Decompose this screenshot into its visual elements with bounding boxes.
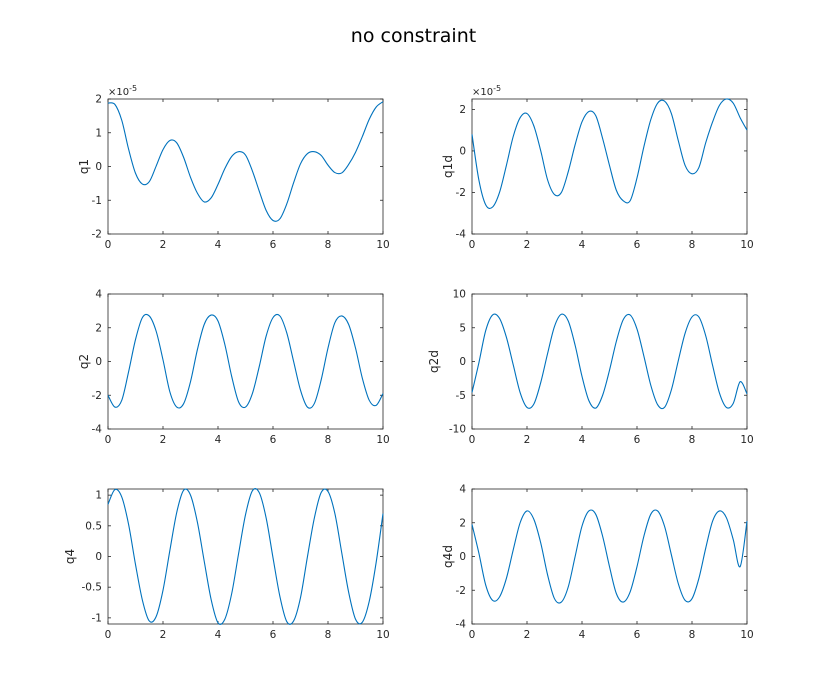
subplot-q4-xtick-label: 4 — [215, 629, 222, 641]
subplot-q1d-ylabel: q1d — [441, 155, 455, 178]
subplot-q2: 0 2 4 6 8 10 -4 -2 0 2 4 q2 — [77, 289, 390, 447]
subplot-q4d-series-line — [471, 509, 748, 604]
subplot-q4-ylabel: q4 — [63, 549, 77, 564]
subplot-q4d-ytick-label: -2 — [456, 585, 466, 597]
subplot-q1-xtick-label: 10 — [376, 239, 389, 251]
subplot-q2d: 0 2 4 6 8 10 -10 -5 0 5 10 q2d — [427, 289, 754, 447]
subplot-q4-ytick-label: -1 — [92, 612, 102, 624]
subplot-q1-ytick-label: 2 — [95, 94, 102, 106]
subplot-q4d-ytick-label: 0 — [459, 551, 466, 563]
subplot-q4-ytick-label: 0.5 — [85, 520, 102, 532]
figure-title: no constraint — [351, 25, 476, 47]
subplot-q2d-ytick-label: 0 — [459, 356, 466, 368]
subplot-q2d-axes-box — [471, 293, 748, 430]
subplot-q2-xtick-label: 4 — [215, 434, 222, 446]
subplot-q1d-ytick-label: -2 — [456, 187, 466, 199]
subplot-q4d-xtick-label: 4 — [579, 629, 586, 641]
subplot-q1d-ytick-label: 2 — [459, 104, 466, 116]
subplot-q2d-ytick-label: 10 — [453, 289, 466, 301]
subplot-q4d-xtick-label: 2 — [524, 629, 531, 641]
subplot-q1d-xtick-label: 4 — [579, 239, 586, 251]
subplot-q2d-ytick-label: 5 — [459, 322, 466, 334]
subplot-q1-ytick-label: 1 — [95, 127, 102, 139]
subplot-q1-axes-box — [107, 98, 384, 235]
subplot-q4-ytick-label: 1 — [95, 490, 102, 502]
subplot-q2d-xtick-label: 0 — [469, 434, 476, 446]
subplot-q4-xtick-label: 0 — [105, 629, 112, 641]
subplot-q1d-series-line — [471, 98, 748, 209]
subplot-q1d-ytick-label: 0 — [459, 145, 466, 157]
subplot-q2-ylabel: q2 — [77, 354, 91, 369]
subplot-q2-series-line — [107, 313, 384, 409]
subplot-q2-axes-box — [107, 293, 384, 430]
subplot-q4d-xtick-label: 10 — [740, 629, 753, 641]
subplot-q4d-xtick-label: 8 — [689, 629, 696, 641]
subplot-q2d-xtick-label: 4 — [579, 434, 586, 446]
subplot-q1-ytick-label: -1 — [92, 195, 102, 207]
subplot-q1-xtick-label: 2 — [160, 239, 167, 251]
subplot-q1-xtick-label: 6 — [270, 239, 277, 251]
subplot-q1-ytick-label: 0 — [95, 161, 102, 173]
subplot-q2-ytick-label: 0 — [95, 356, 102, 368]
subplot-q2-ytick-label: -4 — [92, 424, 103, 436]
subplot-q4d-xtick-label: 6 — [634, 629, 641, 641]
subplot-q4d-ylabel: q4d — [441, 545, 455, 568]
subplot-q1-ylabel: q1 — [77, 159, 91, 174]
subplot-q1-ytick-label: -2 — [92, 229, 102, 241]
subplot-q2-xtick-label: 2 — [160, 434, 167, 446]
subplot-q4d-xtick-label: 0 — [469, 629, 476, 641]
subplot-q4-xtick-label: 10 — [376, 629, 389, 641]
subplot-q4-series-line — [107, 488, 384, 625]
subplot-q4-ytick-label: 0 — [95, 551, 102, 563]
subplot-q1d-xtick-label: 10 — [740, 239, 753, 251]
subplot-q2d-xtick-label: 2 — [524, 434, 531, 446]
subplot-q2-xtick-label: 0 — [105, 434, 112, 446]
subplot-q1-series-line — [107, 101, 384, 222]
subplot-q2d-xtick-label: 10 — [740, 434, 753, 446]
subplot-q4d: 0 2 4 6 8 10 -4 -2 0 2 4 q4d — [441, 484, 754, 642]
subplot-q4d-ytick-label: -4 — [456, 619, 467, 631]
subplot-q2d-xtick-label: 8 — [689, 434, 696, 446]
subplot-q1d: 0 2 4 6 8 10 -4 -2 0 2 q1d ×10-5 — [441, 84, 754, 251]
subplot-q4-axes-box — [107, 488, 384, 625]
subplot-q4-xtick-label: 8 — [325, 629, 332, 641]
subplot-q4-xtick-label: 2 — [160, 629, 167, 641]
subplot-q4d-axes-box — [471, 488, 748, 625]
subplot-q4d-ytick-label: 2 — [459, 517, 466, 529]
subplot-q1d-xtick-label: 6 — [634, 239, 641, 251]
subplot-q1d-exponent-base: ×10 — [472, 87, 493, 98]
subplot-q4: 0 2 4 6 8 10 -1 -0.5 0 0.5 1 q4 — [63, 488, 390, 641]
subplot-q1d-xtick-label: 0 — [469, 239, 476, 251]
subplot-q1-exponent-power: -5 — [129, 84, 137, 93]
subplot-q1d-ytick-label: -4 — [456, 229, 467, 241]
subplot-q2-ytick-label: -2 — [92, 390, 102, 402]
subplot-q1d-xtick-label: 8 — [689, 239, 696, 251]
subplot-q4-ytick-label: -0.5 — [82, 582, 103, 594]
subplot-q2-xtick-label: 10 — [376, 434, 389, 446]
subplot-q1d-exponent-label: ×10-5 — [472, 84, 501, 98]
subplot-q2d-xtick-label: 6 — [634, 434, 641, 446]
subplot-q2-xtick-label: 8 — [325, 434, 332, 446]
subplot-q4d-ytick-label: 4 — [459, 484, 466, 496]
subplot-q2-ytick-label: 2 — [95, 322, 102, 334]
subplot-q2-xtick-label: 6 — [270, 434, 277, 446]
subplot-q2d-ytick-label: -5 — [456, 390, 466, 402]
subplot-q1-exponent-base: ×10 — [108, 87, 129, 98]
subplot-q1-exponent-label: ×10-5 — [108, 84, 137, 98]
subplot-q2-ytick-label: 4 — [95, 289, 102, 301]
subplot-q1d-xtick-label: 2 — [524, 239, 531, 251]
subplot-q1-xtick-label: 0 — [105, 239, 112, 251]
subplot-q1d-exponent-power: -5 — [493, 84, 501, 93]
subplot-q2d-series-line — [471, 313, 748, 410]
subplot-q2d-ylabel: q2d — [427, 350, 441, 373]
subplot-q4-xtick-label: 6 — [270, 629, 277, 641]
subplot-q1: 0 2 4 6 8 10 -2 -1 0 1 2 q1 ×10-5 — [77, 84, 390, 251]
subplot-q1-xtick-label: 8 — [325, 239, 332, 251]
subplot-q2d-ytick-label: -10 — [449, 424, 466, 436]
subplot-q1-xtick-label: 4 — [215, 239, 222, 251]
